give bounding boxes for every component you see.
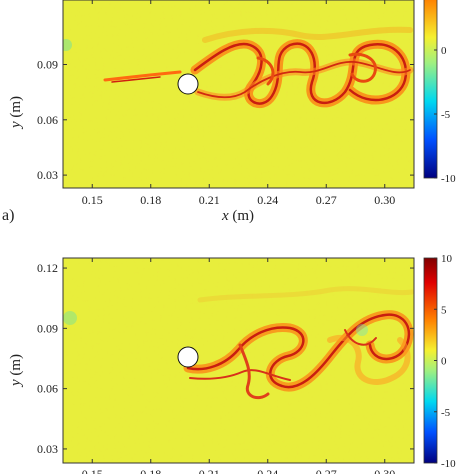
- x-tick-label: 0.15: [82, 193, 103, 207]
- y-tick-label: 0.12: [37, 261, 58, 275]
- panel-a-letter: a): [2, 207, 14, 224]
- x-tick-label: 0.27: [316, 193, 337, 207]
- y-tick-label: 0.09: [37, 321, 58, 335]
- panel-a-wake: [103, 26, 414, 108]
- x-tick-label: 0.27: [316, 467, 337, 474]
- panel-a-colorbar-gradient: [423, 0, 438, 179]
- panel-b-axes: 0.15 0.18 0.21 0.24 0.27 0.30 0.12 0.09 0.06 0.03: [37, 258, 414, 474]
- colorbar-tick-label: -10: [441, 173, 456, 185]
- panel-a-ylabel: y (m): [8, 96, 24, 130]
- colorbar-tick-label: -10: [441, 458, 456, 470]
- y-tick-label: 0.06: [37, 382, 58, 396]
- x-tick-label: 0.30: [374, 467, 395, 474]
- panel-a-cylinder: [177, 73, 199, 95]
- x-tick-label: 0.24: [257, 193, 278, 207]
- x-tick-label: 0.21: [199, 467, 220, 474]
- y-tick-label: 0.06: [37, 113, 58, 127]
- panel-b: 0.15 0.18 0.21 0.24 0.27 0.30 0.12 0.09 0.06 0.03…: [8, 257, 415, 474]
- panel-a: 0.15 0.18 0.21 0.24 0.27 0.30 0.03 0.06 0.09 y (…: [2, 0, 415, 224]
- panel-a-colorbar: 50-5-10: [423, 0, 456, 185]
- panel-a-frame: [62, 0, 415, 189]
- panel-b-cylinder: [177, 346, 199, 368]
- panel-a-axes: 0.15 0.18 0.21 0.24 0.27 0.30 0.03 0.06 0.09: [37, 0, 414, 207]
- panel-b-ylabel: y (m): [8, 354, 24, 388]
- panel-b-colorbar: 10 5 0 -5 -10: [423, 253, 456, 470]
- panel-a-xlabel: x (m): [221, 208, 254, 224]
- x-tick-label: 0.18: [140, 467, 161, 474]
- x-tick-label: 0.24: [257, 467, 278, 474]
- x-tick-label: 0.30: [374, 193, 395, 207]
- colorbar-tick-label: -5: [441, 109, 451, 121]
- y-tick-label: 0.03: [37, 442, 58, 456]
- panel-b-frame: [62, 257, 415, 464]
- colorbar-tick-label: 5: [441, 304, 447, 316]
- x-tick-label: 0.21: [199, 193, 220, 207]
- panel-b-wake: [183, 286, 414, 400]
- colorbar-tick-label: 0: [441, 356, 447, 368]
- colorbar-tick-label: -5: [441, 407, 451, 419]
- colorbar-tick-label: 0: [441, 45, 447, 57]
- x-tick-label: 0.15: [82, 467, 103, 474]
- x-tick-label: 0.18: [140, 193, 161, 207]
- colorbar-tick-label: 10: [441, 253, 453, 265]
- y-tick-label: 0.03: [37, 168, 58, 182]
- y-tick-label: 0.09: [37, 58, 58, 72]
